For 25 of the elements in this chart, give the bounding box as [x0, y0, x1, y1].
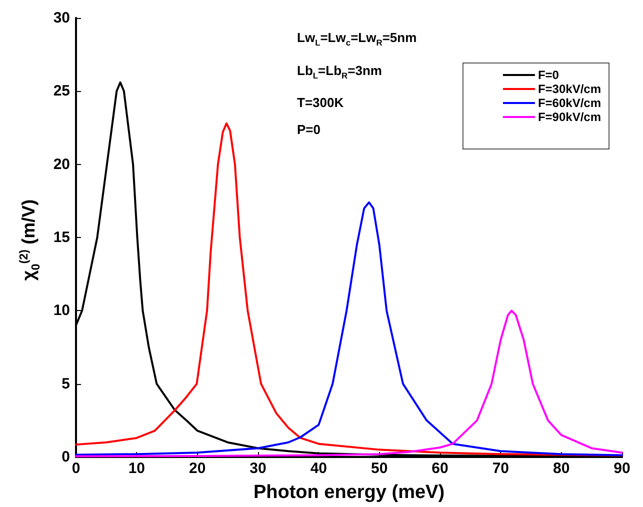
- x-tick-label: 90: [614, 460, 630, 477]
- x-tick-label: 10: [128, 460, 146, 477]
- x-axis-title: Photon energy (meV): [253, 482, 445, 503]
- legend-label: F=90kV/cm: [538, 110, 602, 124]
- annotation: T=300K: [297, 94, 345, 112]
- y-tick-label: 0: [62, 448, 70, 466]
- x-tick-label: 80: [552, 460, 570, 477]
- legend-label: F=0: [538, 68, 560, 82]
- x-tick-label: 50: [370, 460, 388, 477]
- x-tick-label: 40: [310, 460, 328, 477]
- y-tick-label: 5: [62, 375, 70, 392]
- x-tick-label: 20: [188, 460, 206, 477]
- x-tick-label: 70: [492, 460, 510, 477]
- y-tick-label: 20: [53, 156, 70, 173]
- y-tick-label: 10: [53, 302, 70, 320]
- legend-label: F=60kV/cm: [538, 96, 602, 110]
- legend-label: F=30kV/cm: [538, 82, 602, 96]
- x-tick-label: 60: [432, 460, 448, 477]
- y-tick-label: 15: [53, 229, 70, 246]
- y-tick-label: 30: [53, 10, 70, 26]
- annotation: Lb$_{L}$=Lb$_{R}$=3nm: [297, 62, 383, 82]
- annotation: P=0: [297, 121, 322, 140]
- annotation: Lw$_{L}$=Lw$_{c}$=Lw$_{R}$=5nm: [297, 29, 417, 50]
- x-tick-label: 30: [250, 460, 266, 477]
- y-tick-label: 25: [53, 82, 70, 100]
